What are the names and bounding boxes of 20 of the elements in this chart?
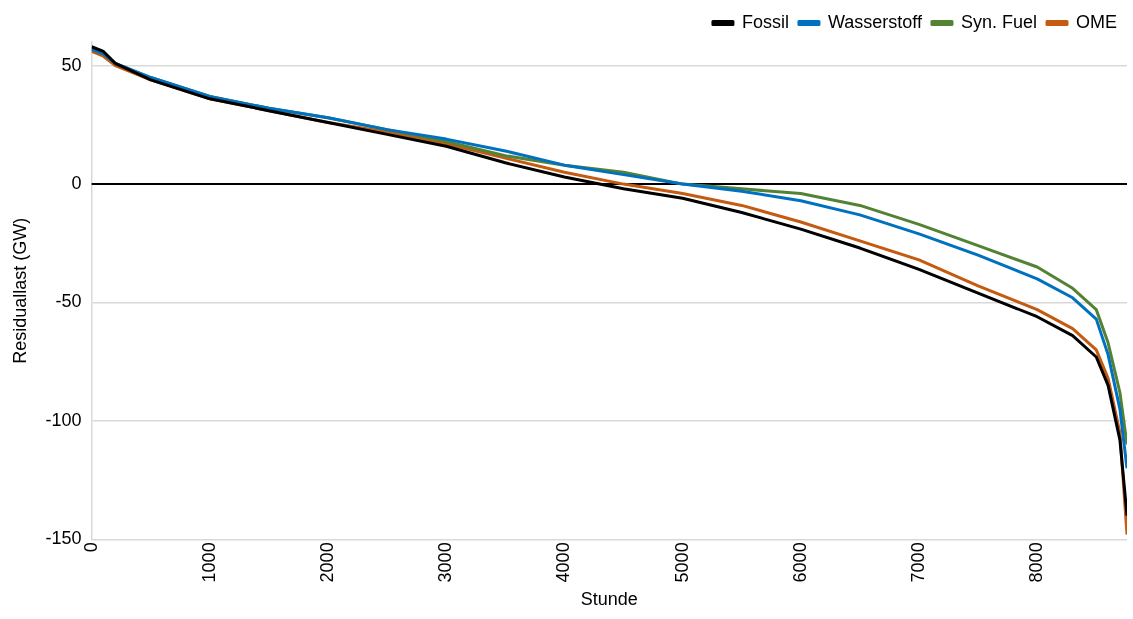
x-tick-label: 5000 — [671, 542, 692, 583]
legend-label: Wasserstoff — [827, 11, 923, 32]
x-tick-label: 2000 — [316, 542, 337, 583]
y-tick-label: 50 — [61, 54, 82, 75]
x-tick-label: 1000 — [198, 542, 219, 583]
legend-label: Syn. Fuel — [960, 11, 1038, 32]
legend-label: OME — [1076, 11, 1118, 32]
x-tick-label: 7000 — [907, 542, 928, 583]
x-tick-label: 6000 — [789, 542, 810, 583]
x-axis-title: Stunde — [580, 589, 638, 610]
legend-label: Fossil — [741, 11, 789, 32]
x-tick-label: 4000 — [553, 542, 574, 583]
x-tick-label: 8000 — [1026, 542, 1047, 583]
y-tick-label: -100 — [45, 409, 82, 430]
x-tick-label: 0 — [80, 542, 101, 553]
x-tick-label: 3000 — [435, 542, 456, 583]
y-tick-label: 0 — [71, 173, 82, 194]
y-tick-label: -150 — [45, 528, 82, 549]
y-axis-title: Residuallast (GW) — [9, 217, 30, 364]
y-tick-label: -50 — [55, 291, 82, 312]
